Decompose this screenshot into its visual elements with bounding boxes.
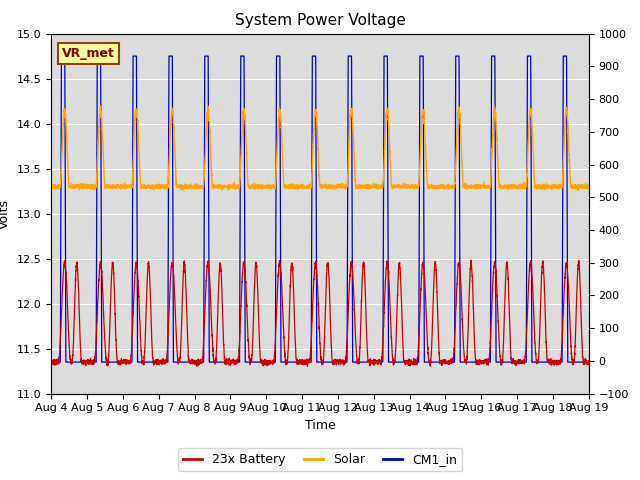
Title: System Power Voltage: System Power Voltage	[235, 13, 405, 28]
Legend: 23x Battery, Solar, CM1_in: 23x Battery, Solar, CM1_in	[178, 448, 462, 471]
X-axis label: Time: Time	[305, 419, 335, 432]
Y-axis label: Volts: Volts	[0, 199, 11, 228]
Text: VR_met: VR_met	[62, 47, 115, 60]
